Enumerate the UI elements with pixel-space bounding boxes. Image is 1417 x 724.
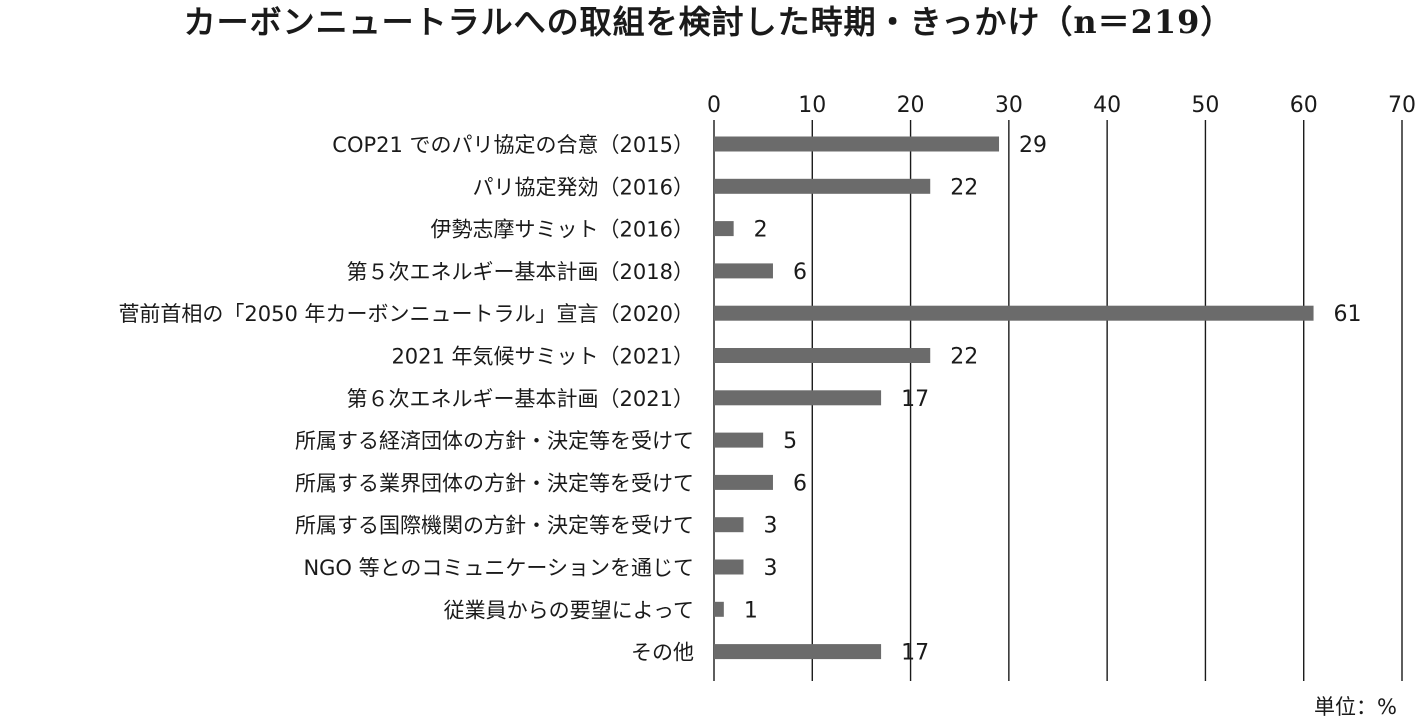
bar: [714, 348, 931, 363]
category-label: COP21 でのパリ協定の合意（2015）: [332, 133, 694, 157]
bar: [714, 517, 744, 533]
category-label: 2021 年気候サミット（2021）: [391, 345, 694, 369]
value-label: 17: [901, 641, 929, 666]
bar: [714, 136, 1000, 152]
value-label: 61: [1334, 302, 1362, 327]
value-label: 2: [754, 218, 768, 243]
x-tick-label: 10: [798, 93, 826, 118]
value-label: 6: [793, 471, 807, 496]
bar: [714, 178, 931, 194]
x-tick-label: 50: [1191, 93, 1219, 118]
bar: [714, 305, 1314, 321]
bar: [714, 221, 734, 237]
value-label: 22: [950, 175, 978, 200]
category-label: パリ協定発効（2016）: [473, 175, 694, 199]
value-label: 6: [793, 260, 807, 285]
category-label: その他: [631, 641, 694, 665]
x-axis-ticks: 0 10 20 30 40 50 60 70: [707, 93, 1416, 118]
bar: [714, 601, 724, 617]
x-tick-label: 70: [1388, 93, 1416, 118]
x-tick-label: 30: [995, 93, 1023, 118]
category-label: 所属する国際機関の方針・決定等を受けて: [295, 514, 694, 538]
value-label: 3: [763, 514, 777, 539]
category-label: 第６次エネルギー基本計画（2021）: [347, 387, 694, 411]
value-label: 3: [763, 556, 777, 581]
category-label: 伊勢志摩サミット（2016）: [431, 218, 694, 242]
value-label: 29: [1019, 133, 1047, 158]
category-label: 所属する業界団体の方針・決定等を受けて: [295, 471, 694, 495]
value-label: 1: [744, 598, 758, 623]
unit-label: 単位：%: [1314, 695, 1397, 719]
chart-title: カーボンニュートラルへの取組を検討した時期・きっかけ（n＝219）: [183, 3, 1234, 41]
bar: [714, 559, 744, 575]
bar: [714, 390, 882, 406]
category-label: 菅前首相の「2050 年カーボンニュートラル」宣言（2020）: [118, 302, 694, 326]
x-tick-label: 0: [707, 93, 721, 118]
category-label: NGO 等とのコミュニケーションを通じて: [303, 556, 694, 580]
x-tick-label: 20: [897, 93, 925, 118]
x-tick-label: 40: [1093, 93, 1121, 118]
bar: [714, 263, 773, 279]
value-label: 17: [901, 387, 929, 412]
bar: [714, 474, 773, 490]
value-label: 22: [950, 345, 978, 370]
category-labels: COP21 でのパリ協定の合意（2015） パリ協定発効（2016） 伊勢志摩サミッ…: [118, 133, 694, 665]
bar: [714, 644, 882, 660]
category-label: 第５次エネルギー基本計画（2018）: [347, 260, 694, 284]
category-label: 従業員からの要望によって: [444, 598, 694, 622]
bars: [714, 136, 1314, 660]
bar: [714, 432, 764, 448]
value-label: 5: [783, 429, 797, 454]
category-label: 所属する経済団体の方針・決定等を受けて: [295, 429, 694, 453]
x-tick-label: 60: [1290, 93, 1318, 118]
